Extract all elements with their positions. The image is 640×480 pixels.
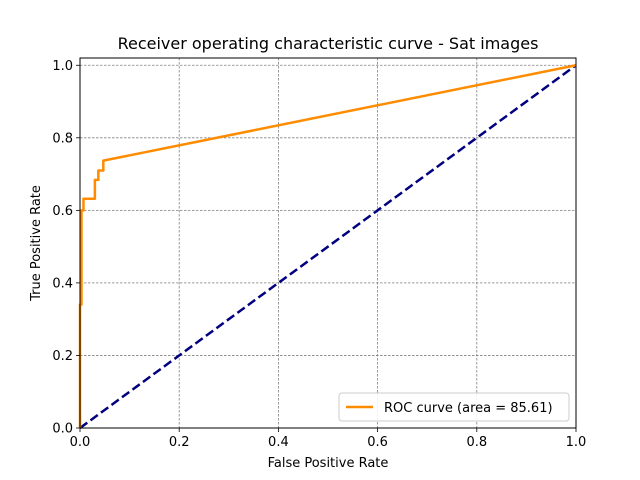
y-tick-label: 0.4	[52, 276, 73, 291]
x-axis-label: False Positive Rate	[268, 456, 389, 471]
y-tick-label: 0.6	[52, 204, 73, 219]
y-tick-label: 0.0	[52, 422, 73, 437]
legend: ROC curve (area = 85.61)	[338, 392, 570, 422]
y-tick-label: 1.0	[52, 59, 73, 74]
x-tick-label: 0.8	[466, 435, 487, 450]
y-tick-label: 0.8	[52, 131, 73, 146]
x-tick-label: 0.2	[169, 435, 190, 450]
legend-box	[338, 392, 570, 422]
x-tick-label: 0.0	[70, 435, 91, 450]
y-tick-label: 0.2	[52, 349, 73, 364]
chart-title: Receiver operating characteristic curve …	[118, 34, 539, 53]
x-tick-label: 0.6	[367, 435, 388, 450]
chance-diagonal-line	[79, 64, 577, 430]
plot-frame	[79, 57, 577, 429]
x-tick-label: 1.0	[566, 435, 587, 450]
y-axis-label: True Positive Rate	[29, 185, 44, 302]
series-group	[78, 64, 577, 430]
x-tick-label: 0.4	[268, 435, 289, 450]
ticks-group: 0.0 0.2 0.4 0.6 0.8 1.0 0.0 0.2 0.4 0.6 0.8 1.0	[52, 59, 586, 450]
legend-label: ROC curve (area = 85.61)	[384, 401, 553, 416]
roc-curve-line	[78, 64, 577, 428]
